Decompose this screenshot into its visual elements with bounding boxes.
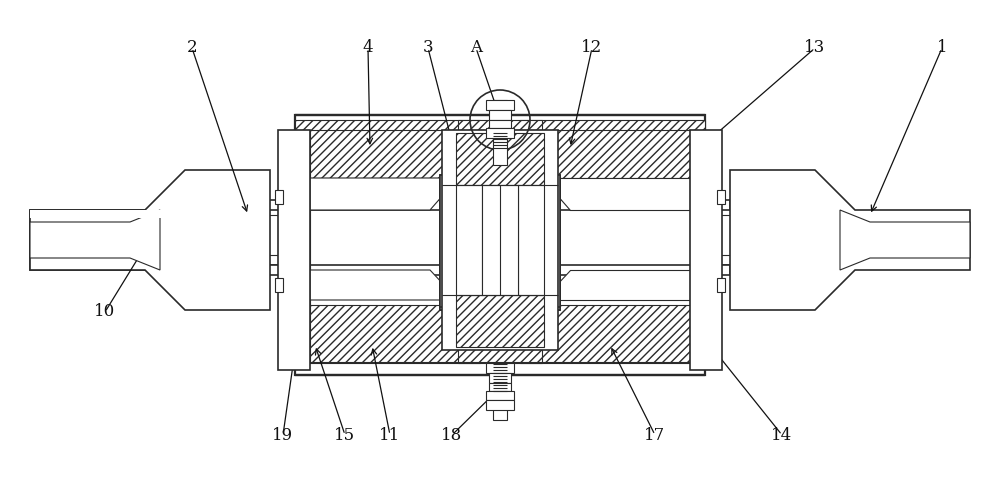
Text: 18: 18 xyxy=(441,427,463,444)
Bar xyxy=(295,115,705,375)
Text: 3: 3 xyxy=(423,39,433,57)
Bar xyxy=(717,278,725,292)
Bar xyxy=(456,133,544,185)
Bar xyxy=(456,295,544,347)
Bar xyxy=(295,305,480,363)
Bar xyxy=(278,130,310,370)
Bar xyxy=(717,190,725,204)
Text: 10: 10 xyxy=(94,303,116,321)
Text: 12: 12 xyxy=(581,39,603,57)
Bar xyxy=(295,120,480,178)
Bar xyxy=(185,200,730,210)
Text: 13: 13 xyxy=(804,39,826,57)
Text: 15: 15 xyxy=(334,427,356,444)
Bar xyxy=(275,278,283,292)
Bar xyxy=(30,210,175,218)
Bar xyxy=(520,120,705,178)
Text: A: A xyxy=(470,39,482,57)
Polygon shape xyxy=(542,178,690,210)
Bar xyxy=(489,373,511,383)
Bar xyxy=(275,190,283,204)
Text: 19: 19 xyxy=(272,427,294,444)
Bar xyxy=(489,110,511,120)
Text: 2: 2 xyxy=(187,39,197,57)
Bar xyxy=(493,363,507,420)
Bar xyxy=(458,305,542,363)
Bar xyxy=(482,185,518,295)
Bar xyxy=(486,363,514,373)
Bar xyxy=(455,185,545,297)
Bar xyxy=(440,175,560,310)
Bar xyxy=(440,178,560,310)
Bar xyxy=(185,265,730,275)
Text: 11: 11 xyxy=(379,427,401,444)
Polygon shape xyxy=(542,270,690,300)
Polygon shape xyxy=(730,170,970,310)
Bar xyxy=(489,383,511,391)
Polygon shape xyxy=(840,210,970,270)
Polygon shape xyxy=(30,170,270,310)
Bar xyxy=(493,100,507,165)
Bar xyxy=(486,100,514,110)
Bar xyxy=(458,270,542,300)
Bar xyxy=(30,210,175,270)
Bar xyxy=(458,120,542,178)
Bar xyxy=(486,391,514,400)
Bar xyxy=(440,175,560,307)
Bar xyxy=(489,120,511,128)
Bar xyxy=(690,130,722,370)
Bar xyxy=(442,130,558,350)
Bar xyxy=(486,128,514,138)
Bar xyxy=(518,185,544,295)
Polygon shape xyxy=(310,178,458,210)
Bar xyxy=(458,178,542,208)
Bar xyxy=(486,400,514,410)
Text: 4: 4 xyxy=(363,39,373,57)
Text: 17: 17 xyxy=(644,427,666,444)
Polygon shape xyxy=(310,270,458,300)
Text: 1: 1 xyxy=(937,39,947,57)
Text: 14: 14 xyxy=(771,427,793,444)
Bar xyxy=(456,185,482,295)
Bar xyxy=(520,305,705,363)
Polygon shape xyxy=(30,210,160,270)
